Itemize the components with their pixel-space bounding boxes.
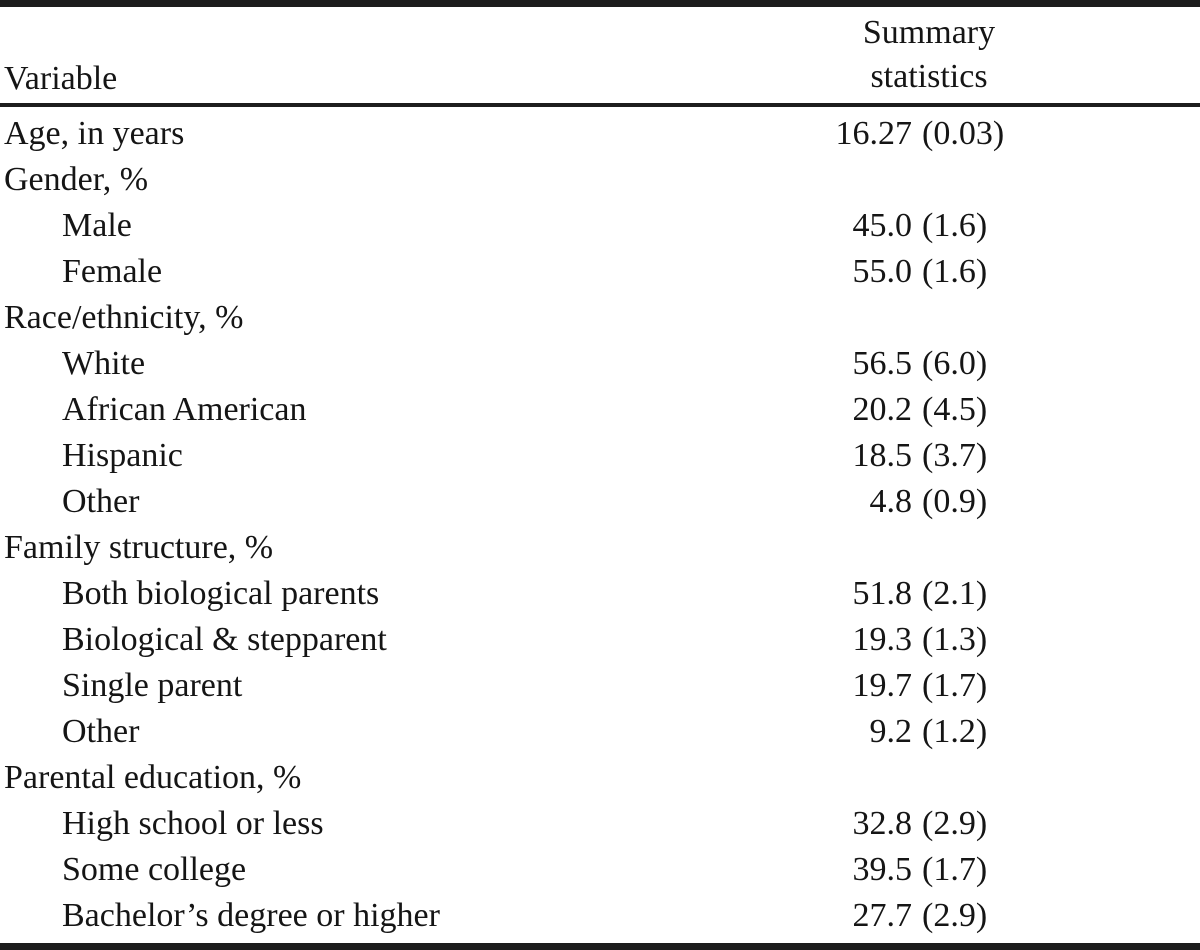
row-value: 51.8 (2.1) [810,575,1200,613]
row-value-se: (4.5) [922,391,988,428]
row-value: 55.0 (1.6) [810,253,1200,291]
row-label: Parental education, % [4,759,302,796]
row-value: 16.27 (0.03) [810,115,1200,153]
table-header-rule [0,103,1200,107]
row-label: Family structure, % [4,529,274,566]
row-label: Other [62,713,140,750]
row-label: Age, in years [4,115,185,152]
row-value-stat: 4.8 [869,483,913,520]
table-bottom-rule [0,943,1200,950]
column-header-summary-text: Summary statistics [810,11,1048,99]
table-row: Female 55.0 (1.6) [0,249,1200,295]
row-label: Other [62,483,140,520]
row-value: 20.2 (4.5) [810,391,1200,429]
column-header-summary-line1: Summary [862,14,996,51]
table-row: Gender, % [0,157,1200,203]
row-value-se: (1.6) [922,253,988,290]
column-header-summary: Summary statistics [810,11,1200,103]
row-label: Both biological parents [62,575,380,612]
row-value-se: (0.9) [922,483,988,520]
row-label: Male [62,207,132,244]
table-row: Age, in years 16.27 (0.03) [0,111,1200,157]
table-row: Hispanic 18.5 (3.7) [0,433,1200,479]
row-value: 56.5 (6.0) [810,345,1200,383]
row-value-se: (3.7) [922,437,988,474]
row-label: White [62,345,146,382]
row-value-se: (1.6) [922,207,988,244]
row-value: 9.2 (1.2) [810,713,1200,751]
row-label: Race/ethnicity, % [4,299,244,336]
table-row: Other 4.8 (0.9) [0,479,1200,525]
row-value: 19.7 (1.7) [810,667,1200,705]
row-value-se: (2.9) [922,897,988,934]
row-value-stat: 51.8 [852,575,913,612]
row-value: 32.8 (2.9) [810,805,1200,843]
column-header-summary-line2: statistics [870,58,988,95]
table-row: African American 20.2 (4.5) [0,387,1200,433]
row-value-stat: 9.2 [869,713,913,750]
table-header-row: Variable Summary statistics [0,7,1200,103]
table-row: Single parent 19.7 (1.7) [0,663,1200,709]
table-row: High school or less 32.8 (2.9) [0,801,1200,847]
table-row: Other 9.2 (1.2) [0,709,1200,755]
row-label: Biological & stepparent [62,621,387,658]
row-label: Single parent [62,667,243,704]
column-header-variable: Variable [4,60,118,97]
table-row: White 56.5 (6.0) [0,341,1200,387]
row-value-se: (1.7) [922,667,988,704]
row-value-se: (2.9) [922,805,988,842]
row-label: Bachelor’s degree or higher [62,897,440,934]
row-value: 18.5 (3.7) [810,437,1200,475]
row-value-se: (1.2) [922,713,988,750]
row-value: 39.5 (1.7) [810,851,1200,889]
row-value-stat: 16.27 [835,115,913,152]
table-row: Biological & stepparent 19.3 (1.3) [0,617,1200,663]
table-row: Both biological parents 51.8 (2.1) [0,571,1200,617]
table-row: Some college 39.5 (1.7) [0,847,1200,893]
table-row: Race/ethnicity, % [0,295,1200,341]
row-value: 4.8 (0.9) [810,483,1200,521]
row-value-stat: 56.5 [852,345,913,382]
row-label: African American [62,391,307,428]
row-value-se: (1.7) [922,851,988,888]
row-value: 45.0 (1.6) [810,207,1200,245]
row-value-stat: 32.8 [852,805,913,842]
row-value: 19.3 (1.3) [810,621,1200,659]
row-label: Gender, % [4,161,149,198]
row-value-se: (0.03) [922,115,1005,152]
table-top-rule [0,0,1200,7]
table-row: Male 45.0 (1.6) [0,203,1200,249]
row-label: Hispanic [62,437,183,474]
row-value-stat: 45.0 [852,207,913,244]
row-label: Some college [62,851,247,888]
row-value-se: (1.3) [922,621,988,658]
row-value-se: (6.0) [922,345,988,382]
table-body: Age, in years 16.27 (0.03) Gender, % Mal… [0,107,1200,939]
row-label: High school or less [62,805,324,842]
row-value-se: (2.1) [922,575,988,612]
row-value-stat: 55.0 [852,253,913,290]
row-label: Female [62,253,163,290]
table-row: Family structure, % [0,525,1200,571]
row-value-stat: 39.5 [852,851,913,888]
row-value-stat: 19.7 [852,667,913,704]
table-row: Bachelor’s degree or higher 27.7 (2.9) [0,893,1200,939]
row-value-stat: 20.2 [852,391,913,428]
row-value-stat: 27.7 [852,897,913,934]
table-row: Parental education, % [0,755,1200,801]
row-value: 27.7 (2.9) [810,897,1200,935]
row-value-stat: 18.5 [852,437,913,474]
row-value-stat: 19.3 [852,621,913,658]
